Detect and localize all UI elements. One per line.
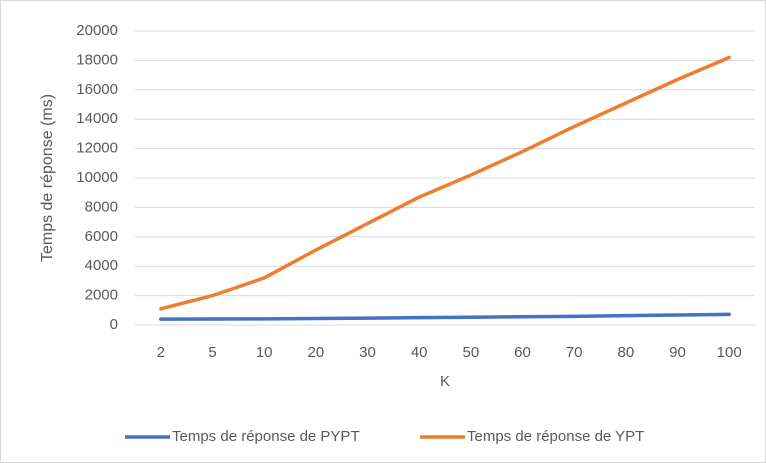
legend-label: Temps de réponse de YPT [467, 428, 644, 445]
y-tick-label: 4000 [85, 257, 118, 274]
y-tick-label: 20000 [76, 22, 118, 39]
x-tick-label: 100 [717, 344, 742, 361]
y-tick-label: 12000 [76, 140, 118, 157]
y-tick-label: 16000 [76, 81, 118, 98]
y-axis-label: Temps de réponse (ms) [39, 94, 56, 262]
x-tick-label: 5 [208, 344, 216, 361]
legend-label: Temps de réponse de PYPT [172, 428, 360, 445]
x-tick-label: 90 [669, 344, 686, 361]
x-tick-label: 2 [157, 344, 165, 361]
x-axis-label: K [440, 373, 450, 390]
x-tick-label: 20 [307, 344, 324, 361]
y-tick-label: 6000 [85, 228, 118, 245]
y-tick-label: 14000 [76, 110, 118, 127]
y-tick-label: 10000 [76, 169, 118, 186]
series-line [159, 55, 731, 311]
y-tick-label: 0 [110, 316, 118, 333]
x-tick-label: 30 [359, 344, 376, 361]
y-tick-label: 2000 [85, 287, 118, 304]
x-tick-label: 60 [514, 344, 531, 361]
y-tick-label: 18000 [76, 51, 118, 68]
x-tick-label: 70 [566, 344, 583, 361]
x-tick-label: 80 [617, 344, 634, 361]
series-line [159, 312, 731, 321]
x-tick-label: 50 [462, 344, 479, 361]
y-tick-label: 8000 [85, 198, 118, 215]
x-tick-label: 10 [256, 344, 273, 361]
x-tick-label: 40 [411, 344, 428, 361]
